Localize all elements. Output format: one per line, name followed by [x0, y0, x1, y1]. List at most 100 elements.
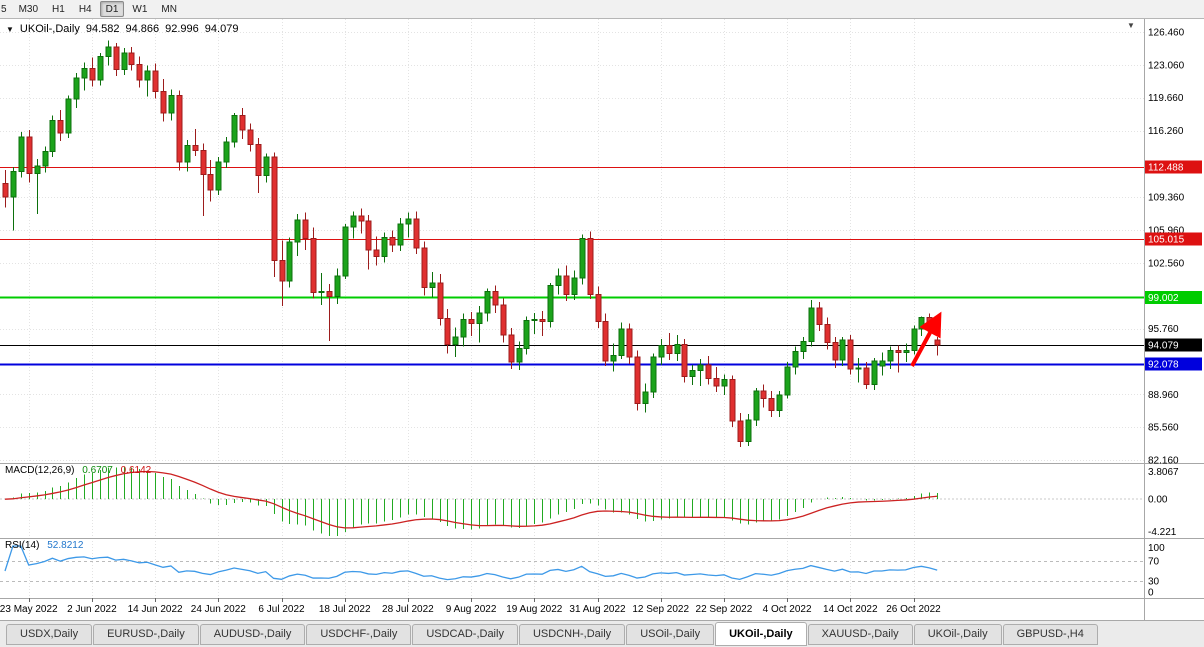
tab-xauusd-daily-8[interactable]: XAUUSD-,Daily	[807, 623, 913, 645]
time-axis-label: 24 Jun 2022	[191, 604, 246, 615]
candle-body	[808, 307, 815, 343]
candle-body	[207, 174, 214, 191]
candle-body	[81, 67, 88, 79]
candle-body	[523, 319, 530, 350]
candle-body	[184, 145, 191, 163]
time-axis-label: 14 Oct 2022	[823, 604, 878, 615]
macd-signal-line	[4, 470, 938, 529]
candle-body	[310, 237, 317, 293]
ohlc-close: 94.079	[204, 23, 239, 35]
candle-body	[610, 354, 617, 362]
candle-body	[318, 291, 325, 294]
rsi-panel: 100 70 300	[0, 543, 1165, 599]
period-button-clipped[interactable]: 5	[1, 4, 7, 15]
candles	[2, 40, 941, 448]
price-badge	[1145, 232, 1202, 246]
period-button-h1[interactable]: H1	[52, 4, 65, 15]
candle-body	[871, 360, 878, 385]
candle-body	[200, 149, 207, 176]
candle-body	[73, 77, 80, 100]
period-toolbar: 5 M30 H1 H4 D1 W1 MN	[0, 0, 1204, 19]
tab-ukoil-daily-9[interactable]: UKOil-,Daily	[913, 623, 1002, 645]
candle-body	[516, 348, 523, 363]
candle-body	[824, 323, 831, 344]
tab-usoil-daily-6[interactable]: USOil-,Daily	[626, 623, 715, 645]
ohlc-open: 94.582	[85, 23, 120, 35]
time-axis-label: 23 May 2022	[0, 604, 58, 615]
candle-body	[136, 63, 143, 81]
time-axis-label: 14 Jun 2022	[128, 604, 183, 615]
one-click-trading-icon[interactable]: ▼	[6, 24, 14, 34]
candle-body	[674, 344, 681, 354]
candle-body	[729, 378, 736, 422]
candle-body	[10, 171, 17, 198]
candle-body	[816, 307, 823, 325]
candle-body	[358, 215, 365, 222]
candle-body	[302, 219, 309, 239]
chart-tabs-bar: USDX,Daily EURUSD-,Daily AUDUSD-,Daily USDC…	[0, 620, 1204, 647]
ohlc-high: 94.866	[125, 23, 160, 35]
candle-body	[602, 320, 609, 362]
tab-usdcad-daily-4[interactable]: USDCAD-,Daily	[412, 623, 518, 645]
candle-body	[737, 420, 744, 442]
candle-body	[65, 98, 72, 134]
tab-audusd-daily-2[interactable]: AUDUSD-,Daily	[199, 623, 306, 645]
candle-body	[539, 319, 546, 322]
price-axis-label: 109.360	[1148, 193, 1185, 204]
tab-usdcnh-daily-5[interactable]: USDCNH-,Daily	[518, 623, 626, 645]
tab-gbpusd-h4-10[interactable]: GBPUSD-,H4	[1002, 623, 1098, 645]
time-axis-label: 4 Oct 2022	[763, 604, 812, 615]
chart-symbol-period: UKOil-,Daily	[19, 23, 80, 35]
rsi-indicator-label: RSI(14) 52.8212	[5, 540, 83, 551]
tab-ukoil-daily-7[interactable]: UKOil-,Daily	[715, 622, 807, 646]
tab-usdx-daily-0[interactable]: USDX,Daily	[6, 623, 93, 645]
candle-body	[192, 145, 199, 151]
candle-body	[776, 394, 783, 411]
candle-body	[934, 339, 941, 346]
candle-body	[326, 291, 333, 297]
price-level-lines	[0, 167, 1144, 366]
candle-body	[34, 165, 41, 175]
candle-body	[26, 136, 33, 175]
price-badge-label: 92.078	[1148, 360, 1179, 371]
trend-arrow-up-icon	[910, 311, 942, 367]
macd-value-main: 0.6707	[82, 465, 113, 476]
candle-body	[642, 391, 649, 405]
candle-body	[658, 345, 665, 358]
macd-axis-label: -4.221	[1148, 527, 1177, 538]
price-axis-label: 126.460	[1148, 28, 1185, 39]
tab-usdchf-daily-3[interactable]: USDCHF-,Daily	[306, 623, 412, 645]
candle-body	[468, 319, 475, 324]
candle-body	[792, 350, 799, 368]
candle-body	[334, 275, 341, 297]
candle-body	[231, 115, 238, 143]
candle-body	[547, 285, 554, 322]
candle-body	[168, 94, 175, 114]
price-axis-label: 123.060	[1148, 60, 1185, 71]
tab-eurusd-daily-1[interactable]: EURUSD-,Daily	[93, 623, 199, 645]
candle-body	[286, 241, 293, 282]
candle-body	[492, 291, 499, 306]
price-axis-label: 105.960	[1148, 226, 1185, 237]
candle-body	[429, 282, 436, 289]
candle-body	[444, 318, 451, 346]
candle-body	[381, 236, 388, 258]
candle-body	[57, 119, 64, 134]
candle-body	[839, 339, 846, 361]
period-button-w1[interactable]: W1	[132, 4, 148, 15]
period-button-m30[interactable]: M30	[18, 4, 39, 15]
candle-body	[745, 419, 752, 442]
period-button-d1[interactable]: D1	[99, 1, 125, 17]
time-axis-label: 2 Jun 2022	[67, 604, 117, 615]
price-axis-label: 82.160	[1148, 456, 1179, 467]
time-axis-label: 19 Aug 2022	[506, 604, 563, 615]
period-button-h4[interactable]: H4	[78, 4, 92, 15]
candle-body	[595, 293, 602, 322]
candle-body	[579, 237, 586, 279]
candle-body	[365, 220, 372, 251]
candle-body	[832, 342, 839, 361]
candle-body	[895, 349, 902, 353]
candle-body	[105, 46, 112, 58]
period-button-mn[interactable]: MN	[161, 4, 177, 15]
